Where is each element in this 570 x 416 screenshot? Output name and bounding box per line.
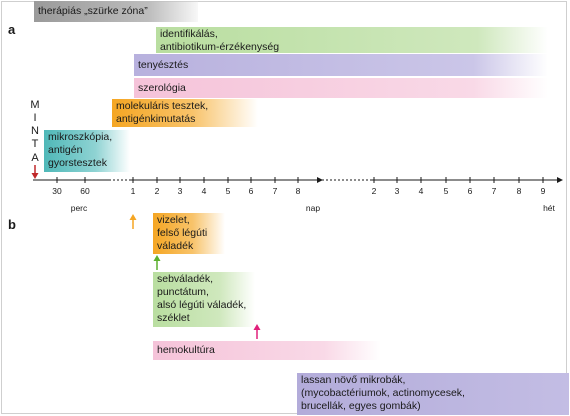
tick-8-day: 8	[295, 186, 301, 196]
slow-growing-bar: lassan növő mikrobák, (mycobactériumok, …	[297, 373, 569, 415]
minta-letter-m: M	[30, 99, 40, 111]
identification-label-line1: identifikálás,	[160, 28, 218, 40]
tick-6-day: 6	[248, 186, 254, 196]
tick-3-week: 3	[394, 186, 400, 196]
serology-bar: szerológia	[134, 78, 548, 98]
slow-label-line3: brucellák, egyes gombák)	[301, 400, 421, 412]
tick-5-week: 5	[443, 186, 449, 196]
section-label-a: a	[8, 22, 16, 37]
minta-letter-i: I	[33, 112, 37, 124]
wound-label-line1: sebváladék,	[157, 273, 214, 285]
axis-ticks	[56, 177, 544, 183]
microscopy-label-line1: mikroszkópia,	[48, 131, 113, 143]
tick-30-min: 30	[52, 186, 62, 196]
serology-label: szerológia	[138, 82, 186, 94]
blood-culture-label: hemokultúra	[157, 344, 215, 356]
minta-letter-n: N	[31, 125, 39, 137]
urine-label-line3: váladék	[157, 240, 194, 252]
unit-weeks: hét	[543, 203, 555, 213]
culture-label: tenyésztés	[138, 59, 189, 71]
microscopy-bar: mikroszkópia, antigén gyorstesztek	[44, 130, 130, 172]
molecular-label-line1: molekuláris tesztek,	[116, 100, 209, 112]
tick-2-week: 2	[371, 186, 377, 196]
sample-arrow-red	[31, 165, 39, 179]
tick-3-day: 3	[177, 186, 183, 196]
tick-60-min: 60	[80, 186, 90, 196]
urine-sample-bar: vizelet, felső légúti váladék	[153, 213, 225, 254]
wound-label-line4: széklet	[157, 312, 190, 324]
tick-8-week: 8	[516, 186, 522, 196]
urine-label-line2: felső légúti	[157, 227, 208, 239]
arrow-green-up	[153, 255, 161, 270]
tick-2-day: 2	[154, 186, 160, 196]
microscopy-label-line3: gyorstesztek	[48, 157, 107, 169]
tick-7-day: 7	[272, 186, 278, 196]
section-label-b: b	[8, 217, 16, 232]
unit-days: nap	[305, 203, 321, 213]
slow-label-line1: lassan növő mikrobák,	[301, 374, 406, 386]
tick-5-day: 5	[225, 186, 231, 196]
arrow-orange-up	[129, 214, 137, 229]
arrow-pink-up	[253, 324, 261, 339]
slow-label-line2: (mycobactériumok, actinomycesek,	[301, 387, 465, 399]
microscopy-label-line2: antigén	[48, 144, 83, 156]
gray-zone-label: therápiás „szürke zóna”	[38, 5, 148, 17]
blood-culture-bar: hemokultúra	[153, 341, 381, 360]
gray-zone-bar: therápiás „szürke zóna”	[34, 1, 198, 22]
wound-label-line3: alsó légúti váladék,	[157, 299, 247, 311]
tick-4-day: 4	[201, 186, 207, 196]
wound-label-line2: punctátum,	[157, 286, 209, 298]
tick-9-week: 9	[540, 186, 546, 196]
culture-bar: tenyésztés	[134, 54, 548, 76]
tick-4-week: 4	[418, 186, 424, 196]
molecular-tests-bar: molekuláris tesztek, antigénkimutatás	[112, 99, 258, 127]
tick-1-day: 1	[130, 186, 136, 196]
identification-label-line2: antibiotikum-érzékenység	[160, 41, 280, 53]
molecular-label-line2: antigénkimutatás	[116, 113, 196, 125]
identification-bar: identifikálás, antibiotikum-érzékenység	[156, 27, 548, 53]
unit-minutes: perc	[70, 203, 88, 213]
tick-6-week: 6	[467, 186, 473, 196]
minta-letter-t: T	[31, 138, 39, 150]
minta-letter-a: A	[31, 152, 39, 164]
urine-label-line1: vizelet,	[157, 214, 190, 226]
tick-7-week: 7	[491, 186, 497, 196]
wound-sample-bar: sebváladék, punctátum, alsó légúti válad…	[153, 272, 255, 327]
